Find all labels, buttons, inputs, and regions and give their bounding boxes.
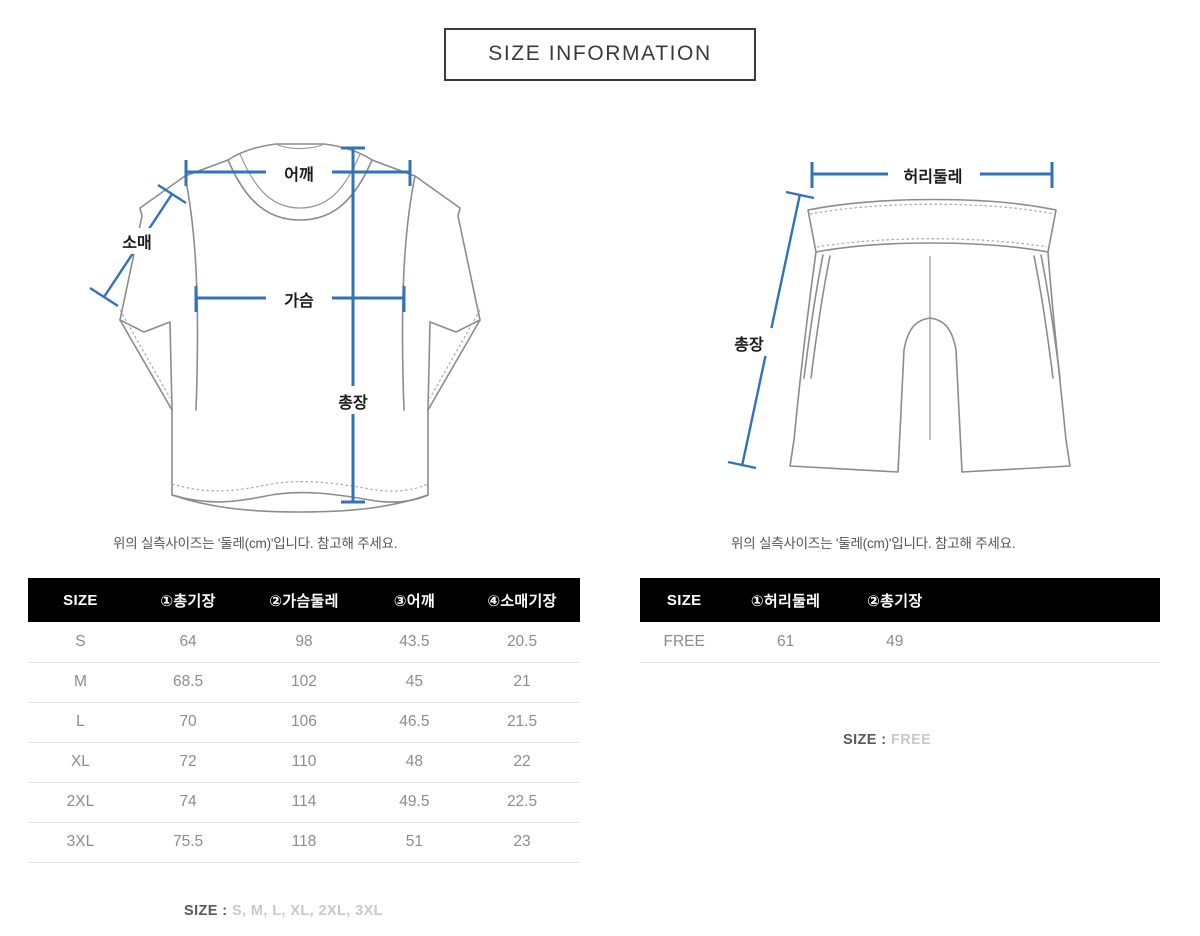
cell-waist: 61 <box>728 622 843 663</box>
table-row: M 68.5 102 45 21 <box>28 662 580 703</box>
column-header-sleeve: ④소매기장 <box>464 578 580 622</box>
column-header-size: SIZE <box>640 578 729 622</box>
table-row: 3XL 75.5 118 51 23 <box>28 822 580 863</box>
cell-sleeve: 20.5 <box>464 622 580 663</box>
dimension-label-chest: 가슴 <box>284 292 314 310</box>
shorts-size-table-block: SIZE ①허리둘레 ②총기장 FREE 61 49 <box>640 578 1160 663</box>
cell-length: 49 <box>842 622 947 663</box>
cell-sleeve: 22 <box>464 742 580 783</box>
dimension-label-sleeve: 소매 <box>122 234 151 252</box>
cell-shoulder: 46.5 <box>364 702 465 743</box>
cell-chest: 106 <box>243 702 365 743</box>
cell-sleeve: 21.5 <box>464 702 580 743</box>
size-summary-value: S, M, L, XL, 2XL, 3XL <box>231 903 383 919</box>
column-header-waist: ①허리둘레 <box>728 578 843 622</box>
cell-length: 68.5 <box>132 662 244 703</box>
cell-shoulder: 43.5 <box>364 622 465 663</box>
dimension-label-shoulder: 어깨 <box>284 166 313 184</box>
cell-chest: 98 <box>243 622 365 663</box>
size-summary-label: SIZE : <box>184 903 228 919</box>
dimension-label-total-length: 총장 <box>338 394 368 412</box>
dimension-label-shorts-length: 총장 <box>734 336 764 354</box>
column-header-size: SIZE <box>28 578 133 622</box>
column-header-chest: ②가슴둘레 <box>243 578 365 622</box>
dimension-waist: 허리둘레 <box>810 160 1054 188</box>
cell-shoulder: 45 <box>364 662 465 703</box>
dimension-label-waist: 허리둘레 <box>904 168 963 186</box>
shorts-diagram-panel: 허리둘레 총장 <box>690 110 1140 530</box>
table-header-row: SIZE ①허리둘레 ②총기장 <box>640 578 1160 622</box>
column-header-blank-1 <box>946 578 1056 622</box>
shorts-size-summary: SIZE : FREE <box>843 732 931 748</box>
cell-chest: 102 <box>243 662 365 703</box>
table-header-row: SIZE ①총기장 ②가슴둘레 ③어깨 ④소매기장 <box>28 578 580 622</box>
shorts-size-table: SIZE ①허리둘레 ②총기장 FREE 61 49 <box>640 578 1160 663</box>
cell-sleeve: 22.5 <box>464 782 580 823</box>
cell-size: FREE <box>640 622 729 663</box>
cell-length: 75.5 <box>132 822 244 863</box>
cell-size: M <box>28 662 133 703</box>
t-shirt-diagram-panel: 소매 어깨 가슴 총장 <box>60 110 540 530</box>
page-header: SIZE INFORMATION <box>0 28 1200 81</box>
column-header-blank-2 <box>1055 578 1160 622</box>
cell-length: 70 <box>132 702 244 743</box>
t-shirt-size-table-block: SIZE ①총기장 ②가슴둘레 ③어깨 ④소매기장 S 64 98 43.5 2… <box>28 578 580 863</box>
table-row: L 70 106 46.5 21.5 <box>28 702 580 743</box>
dimension-shorts-length: 총장 <box>718 190 815 470</box>
cell-length: 64 <box>132 622 244 663</box>
table-row: 2XL 74 114 49.5 22.5 <box>28 782 580 823</box>
dimension-shoulder: 어깨 <box>184 158 412 186</box>
cell-size: 3XL <box>28 822 133 863</box>
cell-shoulder: 51 <box>364 822 465 863</box>
table-row: FREE 61 49 <box>640 622 1160 663</box>
column-header-length: ②총기장 <box>842 578 947 622</box>
shorts-measure-note: 위의 실측사이즈는 '둘레(cm)'입니다. 참고해 주세요. <box>731 536 1016 551</box>
t-shirt-size-summary: SIZE : S, M, L, XL, 2XL, 3XL <box>184 903 383 919</box>
size-summary-label: SIZE : <box>843 732 887 748</box>
column-header-length: ①총기장 <box>132 578 244 622</box>
table-row: XL 72 110 48 22 <box>28 742 580 783</box>
cell-size: XL <box>28 742 133 783</box>
t-shirt-measure-note: 위의 실측사이즈는 '둘레(cm)'입니다. 참고해 주세요. <box>113 536 398 551</box>
table-row: S 64 98 43.5 20.5 <box>28 622 580 663</box>
cell-blank-1 <box>946 622 1056 663</box>
cell-size: L <box>28 702 133 743</box>
cell-size: 2XL <box>28 782 133 823</box>
cell-shoulder: 48 <box>364 742 465 783</box>
column-header-shoulder: ③어깨 <box>364 578 465 622</box>
dimension-total-length: 총장 <box>322 146 384 504</box>
dimension-chest: 가슴 <box>194 284 406 312</box>
cell-blank-2 <box>1055 622 1160 663</box>
dimension-sleeve: 소매 <box>89 183 187 308</box>
cell-length: 74 <box>132 782 244 823</box>
t-shirt-size-table: SIZE ①총기장 ②가슴둘레 ③어깨 ④소매기장 S 64 98 43.5 2… <box>28 578 580 863</box>
page-title: SIZE INFORMATION <box>444 28 756 81</box>
t-shirt-illustration: 소매 어깨 가슴 총장 <box>89 143 481 513</box>
cell-chest: 110 <box>243 742 365 783</box>
cell-chest: 118 <box>243 822 365 863</box>
shorts-illustration: 허리둘레 총장 <box>718 160 1071 473</box>
cell-sleeve: 21 <box>464 662 580 703</box>
size-summary-value: FREE <box>890 732 932 748</box>
cell-sleeve: 23 <box>464 822 580 863</box>
cell-shoulder: 49.5 <box>364 782 465 823</box>
cell-chest: 114 <box>243 782 365 823</box>
cell-length: 72 <box>132 742 244 783</box>
cell-size: S <box>28 622 133 663</box>
